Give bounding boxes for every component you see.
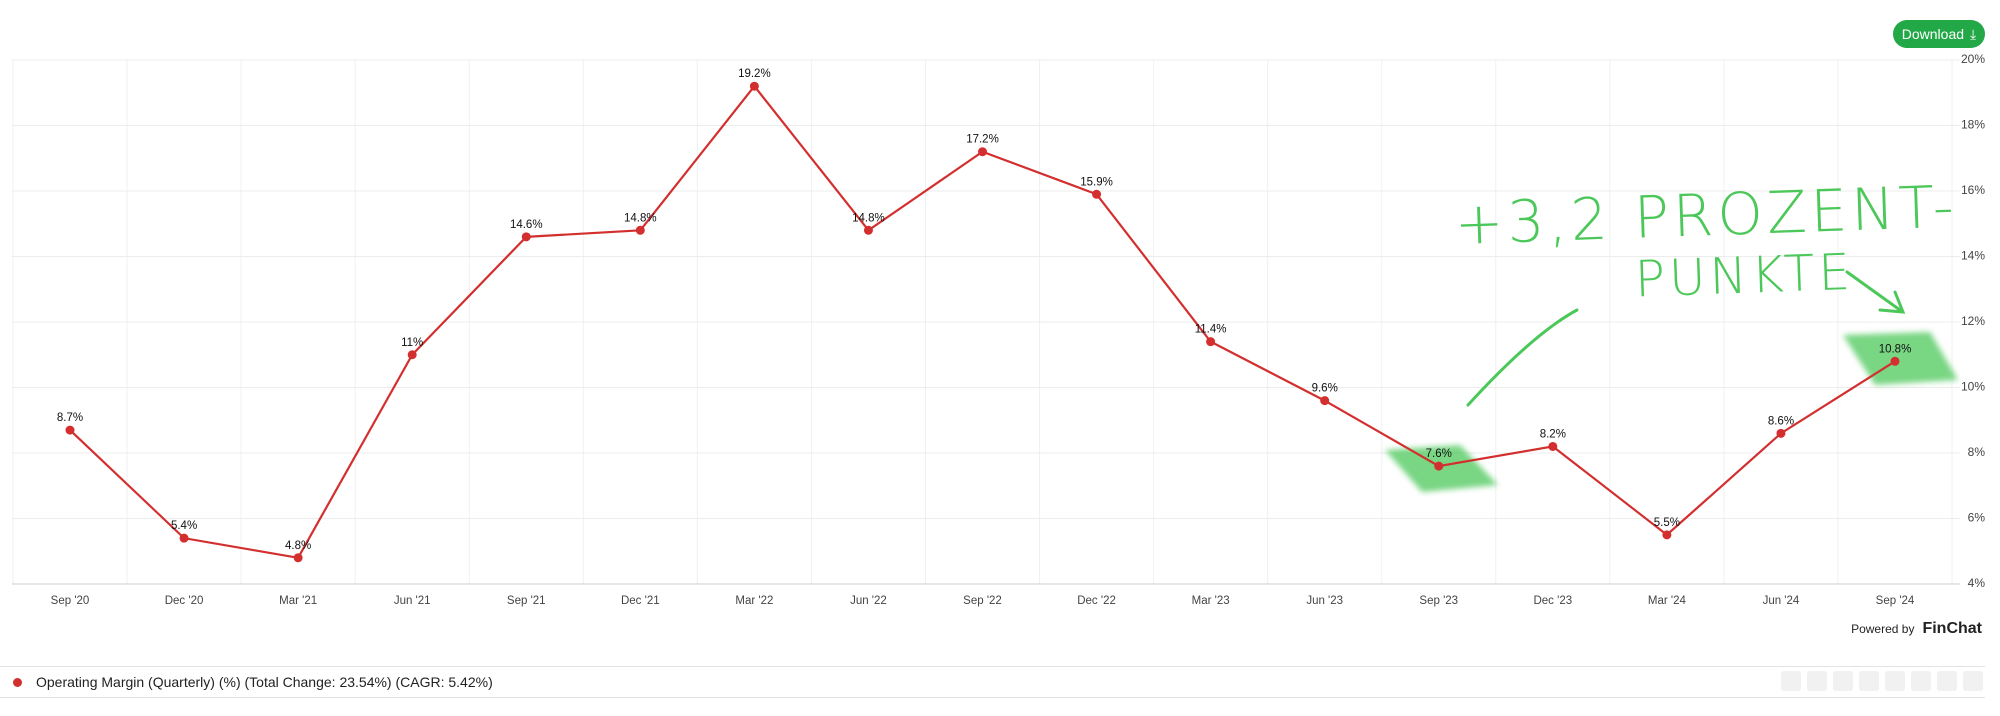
x-tick-label: Sep '20: [51, 595, 90, 607]
y-tick-label: 20%: [1961, 52, 1985, 66]
axes: 4% 6% 8% 10% 12% 14% 16% 18% 20% Sep '20 Dec '20 Ma…: [12, 52, 1985, 607]
x-tick-label: Mar '21: [279, 595, 317, 607]
x-tick-label: Sep '22: [963, 595, 1002, 607]
x-tick-label: Dec '23: [1533, 595, 1572, 607]
tool[interactable]: [1963, 671, 1983, 691]
highlights: [1385, 332, 1958, 492]
y-tick-label: 14%: [1961, 249, 1985, 263]
data-label: 8.2%: [1540, 428, 1566, 440]
data-label: 8.7%: [57, 412, 83, 424]
annotation-stroke: [1466, 308, 1579, 407]
x-tick-label: Jun '21: [394, 595, 431, 607]
x-tick-label: Jun '22: [850, 595, 887, 607]
x-tick-label: Sep '23: [1419, 595, 1458, 607]
data-label: 5.5%: [1654, 517, 1680, 529]
tool[interactable]: [1833, 671, 1853, 691]
tool[interactable]: [1859, 671, 1879, 691]
download-button[interactable]: Download ⤓: [1893, 20, 1985, 48]
powered-label: Powered by: [1851, 622, 1915, 636]
data-label: 14.8%: [852, 212, 885, 224]
data-point: [65, 425, 75, 435]
highlight: [1843, 332, 1958, 385]
data-label: 14.8%: [624, 212, 657, 224]
data-label: 11.4%: [1195, 324, 1227, 336]
data-point: [1890, 356, 1900, 366]
data-label: 4.8%: [285, 540, 311, 552]
download-label: Download: [1901, 26, 1965, 42]
y-tick-label: 16%: [1961, 183, 1985, 197]
tool[interactable]: [1911, 671, 1931, 691]
download-icon: ⤓: [1970, 25, 1977, 42]
y-tick-label: 10%: [1961, 380, 1985, 394]
data-point: [749, 81, 759, 91]
data-point: [1320, 396, 1330, 406]
data-label: 7.6%: [1426, 448, 1452, 460]
powered-by: Powered by FinChat: [1851, 620, 1982, 638]
tool[interactable]: [1807, 671, 1827, 691]
x-tick-label: Dec '22: [1077, 595, 1116, 607]
legend: Operating Margin (Quarterly) (%) (Total …: [0, 666, 1985, 698]
data-label: 9.6%: [1312, 383, 1338, 395]
data-label: 5.4%: [171, 520, 197, 532]
tool[interactable]: [1781, 671, 1801, 691]
chart: 4% 6% 8% 10% 12% 14% 16% 18% 20% Sep '20 Dec '20 Ma…: [12, 52, 1985, 607]
legend-marker: [13, 677, 22, 687]
x-tick-label: Dec '20: [165, 595, 204, 607]
x-tick-label: Jun '23: [1306, 595, 1343, 607]
data-point: [407, 350, 417, 360]
data-point: [635, 225, 645, 235]
x-tick-label: Mar '24: [1648, 595, 1687, 607]
tool[interactable]: [1885, 671, 1905, 691]
tool[interactable]: [1937, 671, 1957, 691]
data-point: [1206, 337, 1216, 347]
y-tick-label: 8%: [1968, 445, 1986, 459]
data-point: [293, 553, 303, 563]
legend-label[interactable]: Operating Margin (Quarterly) (%) (Total …: [36, 674, 493, 690]
toolbar: [1781, 671, 1983, 691]
data-point: [1548, 441, 1558, 451]
x-tick-label: Dec '21: [621, 595, 660, 607]
x-tick-label: Mar '22: [735, 595, 773, 607]
data-label: 11%: [401, 337, 423, 349]
data-point: [1662, 530, 1672, 540]
data-point: [179, 533, 189, 543]
data-label: 19.2%: [738, 68, 771, 80]
data-point: [863, 225, 873, 235]
brand: FinChat: [1922, 620, 1982, 637]
data-point: [1092, 189, 1102, 199]
data-label: 15.9%: [1080, 176, 1113, 188]
y-tick-label: 18%: [1961, 118, 1985, 132]
y-tick-label: 4%: [1968, 576, 1986, 590]
data-point: [521, 232, 531, 242]
data-label: 10.8%: [1879, 343, 1912, 355]
annotation: PUNKTE: [1634, 243, 1855, 309]
data-point: [1776, 428, 1786, 438]
x-tick-label: Sep '21: [507, 595, 546, 607]
x-tick-label: Jun '24: [1763, 595, 1800, 607]
data-point: [978, 147, 987, 157]
data-label: 8.6%: [1768, 415, 1794, 427]
data-label: 14.6%: [510, 219, 543, 231]
y-tick-label: 6%: [1968, 511, 1986, 525]
y-tick-label: 12%: [1961, 314, 1985, 328]
data-point: [1434, 461, 1444, 471]
annotation-arrow: [1845, 270, 1906, 314]
data-label: 17.2%: [966, 134, 999, 146]
annotation: +3,2 PROZENT-: [1454, 172, 1959, 258]
x-tick-label: Mar '23: [1192, 595, 1230, 607]
x-tick-label: Sep '24: [1876, 595, 1915, 607]
